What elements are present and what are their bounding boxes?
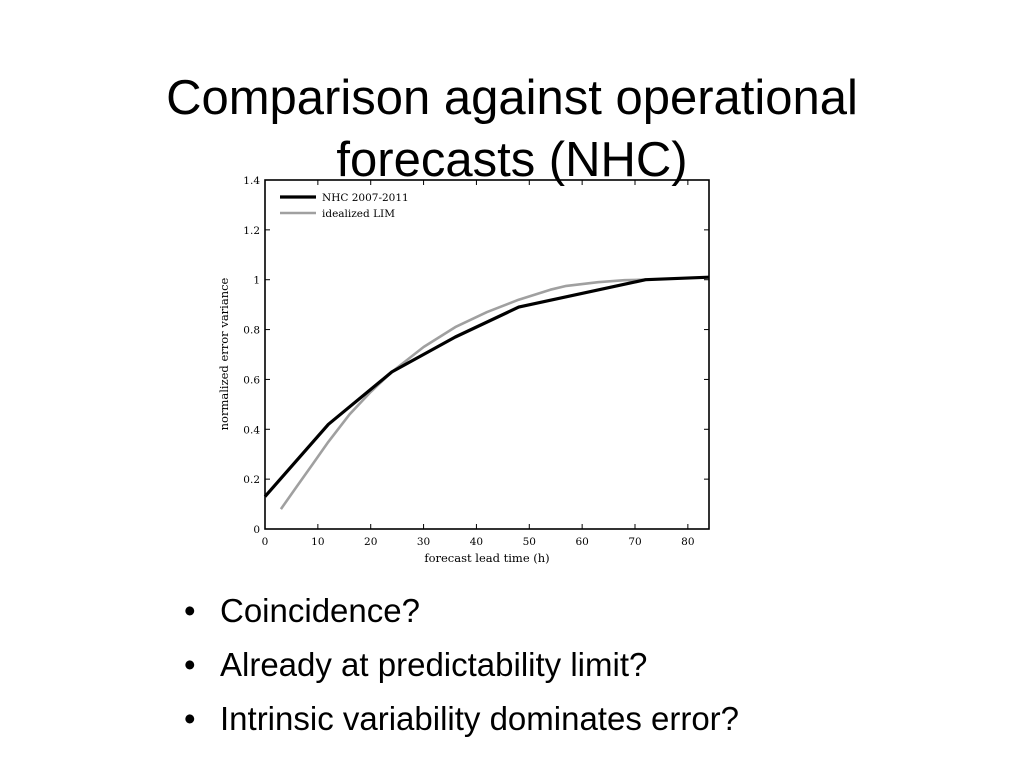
bullet-list: • Coincidence? • Already at predictabili…	[184, 584, 739, 746]
bullet-item: • Already at predictability limit?	[184, 638, 739, 692]
y-tick-label: 0.8	[243, 325, 260, 337]
series-line-nhc	[263, 275, 710, 498]
bullet-text: Coincidence?	[220, 592, 420, 629]
x-tick-label: 30	[417, 536, 430, 548]
y-tick-label: 0	[253, 524, 260, 536]
legend-label-lim: idealized LIM	[322, 208, 395, 220]
x-tick-label: 0	[262, 536, 269, 548]
bullet-marker: •	[184, 700, 196, 737]
series-line-lim	[279, 278, 646, 510]
bullet-marker: •	[184, 592, 196, 629]
x-tick-label: 60	[575, 536, 588, 548]
x-tick-label: 40	[470, 536, 483, 548]
slide-title: Comparison against operational forecasts…	[0, 67, 1024, 191]
x-axis-label: forecast lead time (h)	[424, 551, 549, 565]
bullet-item: • Intrinsic variability dominates error?	[184, 692, 739, 746]
y-axis-label: normalized error variance	[217, 277, 231, 430]
bullet-text: Already at predictability limit?	[220, 646, 648, 683]
y-tick-label: 1.2	[243, 225, 260, 237]
slide-title-line-1: Comparison against operational	[166, 70, 858, 125]
axis-ticks: 0 10 20 30 40 50 60 70 80 0 0.2 0.4 0.6 0.8 1 1.2 1.4	[243, 175, 709, 548]
x-tick-label: 70	[628, 536, 641, 548]
bullet-text: Intrinsic variability dominates error?	[220, 700, 740, 737]
legend: NHC 2007-2011 idealized LIM	[280, 192, 409, 220]
y-tick-label: 0.4	[243, 424, 260, 436]
y-tick-label: 0.2	[243, 474, 260, 486]
plot-frame	[264, 179, 710, 530]
series-lines	[263, 275, 710, 510]
error-variance-chart: 0 10 20 30 40 50 60 70 80 0 0.2 0.4 0.6 0.8 1 1.2 1.4 NH…	[217, 175, 710, 565]
slide-title-line-2: forecasts (NHC)	[336, 132, 688, 187]
bullet-marker: •	[184, 646, 196, 683]
x-tick-label: 50	[523, 536, 536, 548]
x-tick-label: 10	[311, 536, 324, 548]
x-tick-label: 80	[681, 536, 694, 548]
y-tick-label: 1	[253, 275, 260, 287]
y-tick-label: 0.6	[243, 374, 260, 386]
x-tick-label: 20	[364, 536, 377, 548]
y-tick-label: 1.4	[243, 175, 260, 187]
legend-label-nhc: NHC 2007-2011	[322, 192, 409, 204]
bullet-item: • Coincidence?	[184, 584, 739, 638]
